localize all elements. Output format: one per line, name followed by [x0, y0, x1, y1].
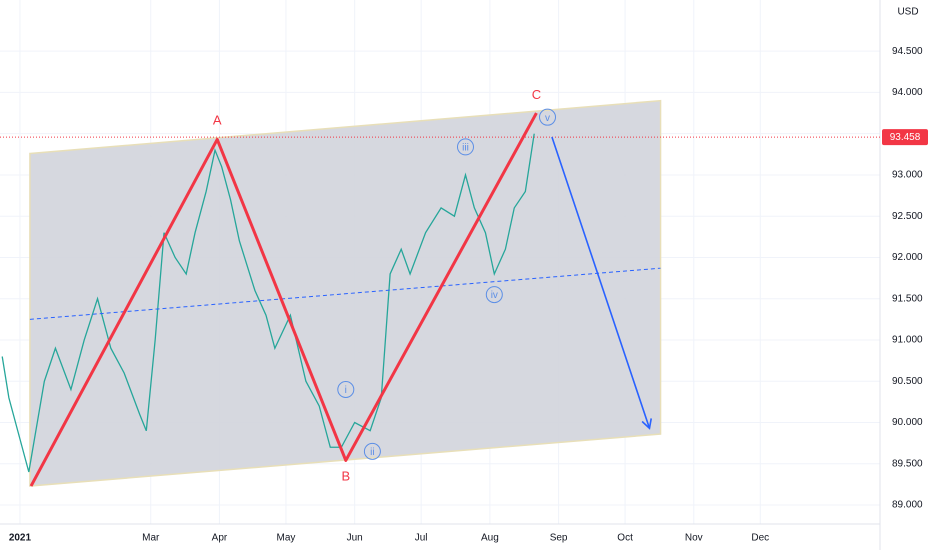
sub-wave-circle — [363, 442, 381, 460]
wave-label: A — [213, 113, 222, 128]
last-price-badge — [882, 129, 928, 146]
y-tick-label: 92.500 — [892, 211, 923, 222]
y-tick-label: 91.000 — [892, 335, 923, 346]
y-tick-label: 92.000 — [892, 252, 923, 263]
arrow-head — [641, 418, 653, 430]
sub-wave-label: ii — [370, 447, 374, 458]
last-price-label: 93.458 — [890, 132, 921, 143]
x-tick-label: Sep — [550, 533, 568, 544]
x-tick-label: Apr — [212, 533, 228, 544]
y-tick-label: 90.500 — [892, 376, 923, 387]
sub-wave-circle — [337, 380, 355, 398]
x-tick-label: Oct — [617, 533, 633, 544]
y-tick-label: 91.500 — [892, 293, 923, 304]
y-tick-label: 90.000 — [892, 417, 923, 428]
x-tick-label: Nov — [685, 533, 703, 544]
x-tick-label: Jul — [415, 533, 428, 544]
y-tick-label: 94.500 — [892, 46, 923, 57]
wave-label: B — [341, 468, 350, 483]
sub-wave-label: v — [545, 113, 550, 124]
x-tick-label: Dec — [751, 533, 769, 544]
projection-arrow — [551, 136, 651, 429]
x-tick-label: 2021 — [9, 533, 32, 544]
sub-wave-label: iv — [491, 290, 498, 301]
y-tick-label: 93.000 — [892, 170, 923, 181]
y-tick-label: 94.000 — [892, 87, 923, 98]
x-tick-label: Mar — [142, 533, 160, 544]
x-tick-label: Aug — [481, 533, 499, 544]
price-line — [1, 133, 535, 473]
y-tick-label: 89.000 — [892, 500, 923, 511]
abc-zigzag — [29, 112, 538, 487]
currency-label: USD — [897, 7, 918, 18]
sub-wave-label: iii — [462, 143, 469, 154]
midline — [29, 267, 661, 320]
x-tick-label: Jun — [347, 533, 363, 544]
x-tick-label: May — [276, 533, 295, 544]
sub-wave-circle — [539, 108, 557, 126]
sub-wave-circle — [485, 286, 503, 304]
wave-label: C — [532, 87, 541, 102]
sub-wave-circle — [456, 138, 474, 156]
y-tick-label: 89.500 — [892, 458, 923, 469]
sub-wave-label: i — [345, 385, 347, 396]
